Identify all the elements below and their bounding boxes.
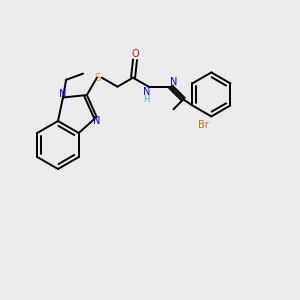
Text: S: S <box>95 73 101 83</box>
Text: N: N <box>170 77 177 87</box>
Text: N: N <box>93 116 100 126</box>
Text: O: O <box>131 49 139 59</box>
Text: H: H <box>143 95 150 104</box>
Text: N: N <box>59 88 67 98</box>
Text: Br: Br <box>198 120 209 130</box>
Text: N: N <box>143 87 150 97</box>
